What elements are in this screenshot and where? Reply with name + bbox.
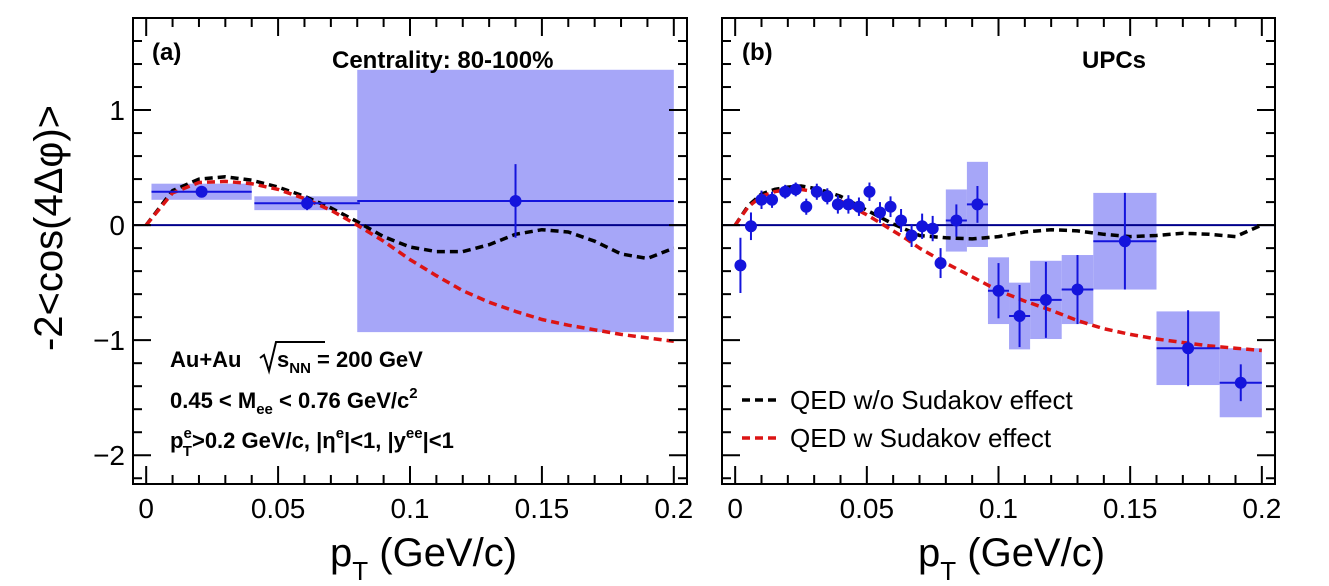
b-data-point xyxy=(852,200,865,213)
ytick-label: 1 xyxy=(109,95,125,126)
b-xtick-label: 0.2 xyxy=(1242,493,1281,524)
panel-a: 0 0.05 0.1 0.15 0.2 −2 −1 0 1 (a) Centrality: 80… xyxy=(27,17,693,586)
b-data-point xyxy=(1182,342,1195,355)
a-curve-no-sudakov xyxy=(144,175,675,261)
b-panel-label: (b) xyxy=(742,39,773,66)
ytick-label: −2 xyxy=(93,440,125,471)
a-curve-sudakov xyxy=(144,179,675,344)
b-data-point xyxy=(971,198,984,211)
a-data-point xyxy=(509,194,522,207)
legend-label-no-sudakov: QED w/o Sudakov effect xyxy=(790,385,1074,415)
a-x-axis-title: pT (GeV/c) xyxy=(330,531,517,586)
a-panel-label: (a) xyxy=(152,39,181,66)
a-xtick-label: 0 xyxy=(138,493,154,524)
a-xtick-label: 0.05 xyxy=(251,493,306,524)
a-chart-title: Centrality: 80-100% xyxy=(332,47,553,74)
b-curve-no-sudakov xyxy=(733,184,1263,241)
sqrt-symbol xyxy=(259,341,325,375)
b-data-points xyxy=(734,182,1262,402)
b-data-point xyxy=(1013,310,1026,323)
b-xtick-label: 0 xyxy=(727,493,743,524)
b-data-point xyxy=(1039,293,1052,306)
b-ticks xyxy=(722,18,1275,484)
b-data-point xyxy=(1071,283,1084,296)
a-data-point xyxy=(301,197,314,210)
b-data-point xyxy=(950,214,963,227)
b-data-point xyxy=(766,193,779,206)
b-data-point xyxy=(744,220,757,233)
b-curve-sudakov xyxy=(733,187,1262,353)
a-tick-labels: 0 0.05 0.1 0.15 0.2 −2 −1 0 1 xyxy=(93,95,693,524)
b-data-point xyxy=(789,183,802,196)
ytick-label: 0 xyxy=(109,210,125,241)
annotation-collision: Au+Au xyxy=(170,347,242,372)
b-data-point xyxy=(926,222,939,235)
annotation-cuts: pe T>0.2 GeV/c, |ηe|<1, |yee|<1 xyxy=(170,425,454,460)
annotation-energy: sNN = 200 GeV xyxy=(277,347,423,377)
y-axis-title: -2<cos(4Δφ)> xyxy=(27,105,71,351)
a-xtick-label: 0.2 xyxy=(654,493,693,524)
b-xtick-label: 0.05 xyxy=(840,493,895,524)
b-data-point xyxy=(863,185,876,198)
b-data-point xyxy=(916,220,929,233)
b-xtick-label: 0.1 xyxy=(979,493,1018,524)
legend: QED w/o Sudakov effect QED w Sudakov eff… xyxy=(742,385,1074,453)
a-annotations: Au+Au sNN = 200 GeV 0.45 < Mee < 0.76 Ge… xyxy=(170,341,454,460)
ytick-label: −1 xyxy=(93,325,125,356)
b-data-point xyxy=(810,185,823,198)
b-data-point xyxy=(755,193,768,206)
b-data-point xyxy=(905,229,918,242)
b-xtick-label: 0.15 xyxy=(1103,493,1158,524)
b-data-point xyxy=(831,198,844,211)
b-x-axis-title: pT (GeV/c) xyxy=(918,531,1105,586)
a-data-point xyxy=(195,185,208,198)
b-data-point xyxy=(800,200,813,213)
a-curves xyxy=(144,175,675,344)
annotation-mass-range: 0.45 < Mee < 0.76 GeV/c2 xyxy=(170,385,418,418)
b-data-point xyxy=(734,259,747,272)
b-curves xyxy=(733,184,1263,353)
a-data-points xyxy=(151,164,674,238)
b-data-point xyxy=(1234,376,1247,389)
a-ticks xyxy=(133,18,687,484)
b-chart-title: UPCs xyxy=(1082,47,1146,74)
b-tick-labels: 0 0.05 0.1 0.15 0.2 xyxy=(727,493,1281,524)
b-data-point xyxy=(1118,235,1131,248)
b-data-point xyxy=(874,206,886,219)
b-data-point xyxy=(884,200,897,213)
legend-label-sudakov: QED w Sudakov effect xyxy=(790,423,1052,453)
b-data-point xyxy=(992,284,1005,297)
b-data-point xyxy=(779,185,792,198)
panel-b: 0 0.05 0.1 0.15 0.2 (b) UPCs pT (GeV/c) QED … xyxy=(721,17,1281,586)
a-xtick-label: 0.1 xyxy=(391,493,430,524)
b-data-point xyxy=(842,198,855,211)
b-data-point xyxy=(934,257,947,270)
a-xtick-label: 0.15 xyxy=(515,493,570,524)
b-data-point xyxy=(895,214,908,227)
b-data-point xyxy=(821,190,834,203)
